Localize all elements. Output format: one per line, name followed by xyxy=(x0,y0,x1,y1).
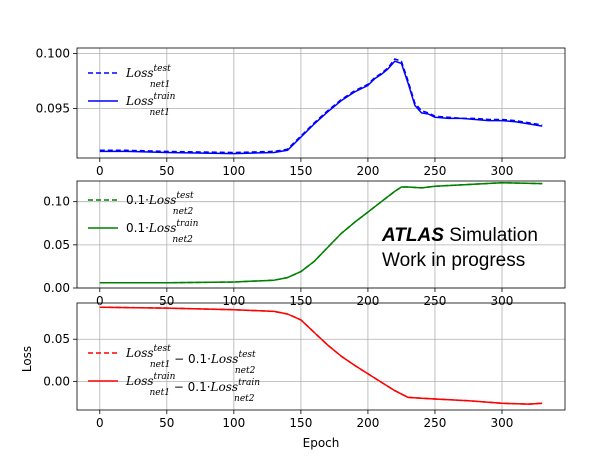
legend-label-1-part-2: net1 xyxy=(149,388,169,398)
y-tick-label: 0.00 xyxy=(43,374,70,388)
y-tick-label: 0.00 xyxy=(43,281,70,295)
legend-label-0-part-1: Loss xyxy=(148,193,177,207)
x-tick-label: 50 xyxy=(159,164,174,178)
legend-label-0-part-4: Loss xyxy=(210,352,239,366)
legend-label-1-part-5: train xyxy=(238,378,260,388)
x-tick-label: 150 xyxy=(289,294,312,308)
atlas-simulation: Simulation xyxy=(444,225,538,246)
legend-label-0-part-3: − 0.1· xyxy=(170,352,211,366)
x-tick-label: 150 xyxy=(289,164,312,178)
legend-label-0-part-1: test xyxy=(154,344,172,354)
axes-frame xyxy=(76,302,566,411)
x-tick-label: 100 xyxy=(222,164,245,178)
x-tick-label: 0 xyxy=(96,164,104,178)
legend-label-1-part-2: train xyxy=(176,219,198,229)
legend-label-1-part-6: net2 xyxy=(234,394,255,404)
legend-label-0-part-5: test xyxy=(238,350,256,360)
axes-frame xyxy=(76,47,566,159)
y-tick-label: 0.05 xyxy=(43,332,70,346)
legend-label-0-part-2: net1 xyxy=(150,80,170,90)
legend-label-0-part-6: net2 xyxy=(235,366,256,376)
legend-label-0-part-2: net1 xyxy=(150,360,170,370)
x-tick-label: 0 xyxy=(96,416,104,430)
x-tick-label: 250 xyxy=(424,294,447,308)
x-tick-label: 50 xyxy=(159,416,174,430)
legend-label-1-part-0: 0.1· xyxy=(126,221,149,235)
series-line-1 xyxy=(99,306,543,405)
legend-label-0-part-3: net2 xyxy=(173,207,194,217)
x-tick-label: 150 xyxy=(289,416,312,430)
x-tick-label: 200 xyxy=(356,416,379,430)
legend-label-0-part-1: test xyxy=(154,64,172,74)
legend-label-1-part-1: Loss xyxy=(148,221,177,235)
x-tick-label: 100 xyxy=(222,416,245,430)
y-tick-label: 0.100 xyxy=(36,47,70,61)
x-tick-label: 0 xyxy=(96,294,104,308)
legend-label-1: 0.1·Losstrain net2 xyxy=(126,219,199,245)
x-tick-label: 300 xyxy=(491,416,514,430)
series-line-0 xyxy=(99,58,543,154)
atlas-label: ATLAS Simulation xyxy=(381,225,538,246)
series-line-1 xyxy=(99,60,543,155)
axes-frame xyxy=(76,180,566,289)
legend-label-1-part-4: Loss xyxy=(210,380,239,394)
legend-label-1-part-1: train xyxy=(154,92,176,102)
series-line-1 xyxy=(99,181,543,284)
legend-label-0-part-2: test xyxy=(176,191,194,201)
legend-label-0: 0.1·Losstest net2 xyxy=(126,191,194,217)
x-tick-label: 300 xyxy=(491,164,514,178)
legend-label-1-part-0: Loss xyxy=(125,94,154,108)
legend-label-0-part-0: 0.1· xyxy=(126,193,149,207)
atlas-bold: ATLAS xyxy=(381,225,444,246)
x-tick-label: 300 xyxy=(491,294,514,308)
x-tick-label: 200 xyxy=(356,164,379,178)
legend-label-0: Losstest net1 xyxy=(125,64,171,90)
legend-label-1-part-0: Loss xyxy=(125,374,154,388)
legend-label-1-part-2: net1 xyxy=(149,108,169,118)
x-tick-label: 50 xyxy=(159,294,174,308)
legend-label-1-part-3: net2 xyxy=(172,235,193,245)
y-tick-label: 0.05 xyxy=(43,238,70,252)
legend-label-1-part-1: train xyxy=(154,372,176,382)
y-tick-label: 0.095 xyxy=(36,102,70,116)
x-tick-label: 200 xyxy=(356,294,379,308)
x-tick-label: 250 xyxy=(424,164,447,178)
atlas-work-in-progress: Work in progress xyxy=(382,250,525,271)
x-axis-label: Epoch xyxy=(303,436,340,450)
legend-label-1-part-3: − 0.1· xyxy=(170,380,211,394)
legend-label-0-part-0: Loss xyxy=(125,66,154,80)
legend-label-1: Losstrain net1 − 0.1·Losstrain net2 xyxy=(125,372,260,404)
y-axis-label: Loss xyxy=(20,346,34,372)
x-tick-label: 100 xyxy=(222,294,245,308)
legend-label-0: Losstest net1 − 0.1·Losstest net2 xyxy=(125,344,256,376)
legend-label-0-part-0: Loss xyxy=(125,346,154,360)
y-tick-label: 0.10 xyxy=(43,195,70,209)
x-tick-label: 250 xyxy=(424,416,447,430)
legend-label-1: Losstrain net1 xyxy=(125,92,176,118)
